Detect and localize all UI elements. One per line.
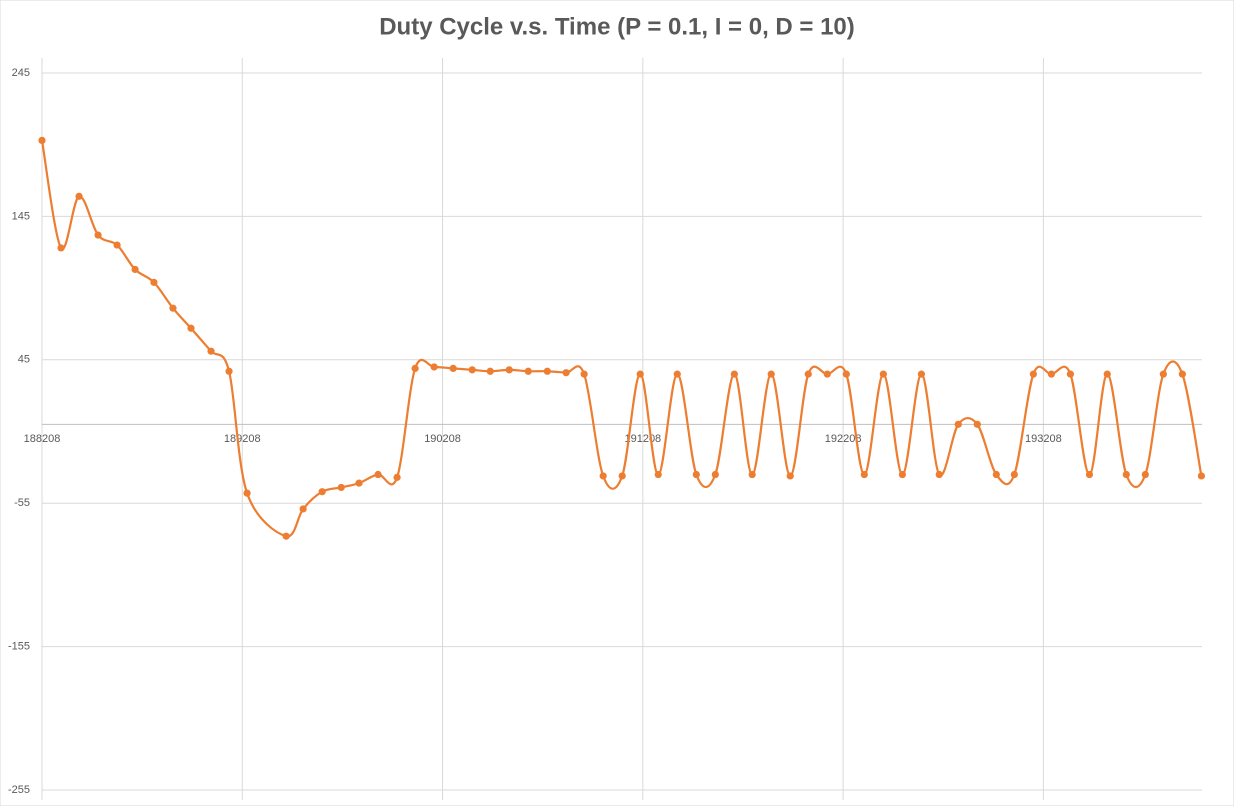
data-point <box>992 470 1000 479</box>
data-point <box>150 278 158 286</box>
data-point <box>823 370 831 378</box>
data-point <box>1047 370 1055 378</box>
x-tick-label: 192208 <box>825 433 862 445</box>
data-point <box>543 367 551 375</box>
data-point <box>468 366 476 374</box>
data-point <box>318 488 326 496</box>
data-point <box>430 363 438 371</box>
data-point <box>187 324 195 332</box>
data-point <box>711 470 719 479</box>
y-tick-label: 245 <box>12 67 30 79</box>
x-tick-label: 190208 <box>424 433 461 445</box>
data-point <box>299 505 307 513</box>
data-point <box>355 479 363 487</box>
y-tick-label: 145 <box>12 210 30 222</box>
data-point <box>1085 470 1094 479</box>
data-point <box>562 369 570 377</box>
y-tick-label: -255 <box>8 784 30 796</box>
series-line <box>40 140 1203 538</box>
data-point <box>1029 370 1037 378</box>
data-point <box>599 472 607 480</box>
data-point <box>1066 370 1075 378</box>
data-point <box>374 470 382 479</box>
data-point <box>131 265 139 274</box>
data-point <box>804 370 812 378</box>
data-point <box>954 420 962 428</box>
data-point <box>767 370 775 378</box>
data-point <box>243 489 251 497</box>
data-point <box>730 370 738 378</box>
data-point <box>393 473 401 481</box>
data-point <box>38 136 46 144</box>
data-point <box>973 420 981 428</box>
data-point <box>1122 470 1130 479</box>
data-point <box>1103 370 1111 378</box>
x-tick-label: 193208 <box>1025 433 1062 445</box>
data-point <box>1197 472 1205 480</box>
data-point <box>842 370 850 378</box>
data-point <box>748 470 756 479</box>
data-point <box>486 367 494 375</box>
data-point <box>524 367 532 375</box>
chart-title: Duty Cycle v.s. Time (P = 0.1, I = 0, D … <box>379 13 855 40</box>
data-point <box>505 366 513 374</box>
data-point <box>898 470 906 479</box>
data-point <box>337 483 345 492</box>
x-tick-label: 189208 <box>224 433 261 445</box>
y-tick-label: -55 <box>14 497 30 509</box>
x-tick-label: 188208 <box>24 433 61 445</box>
y-tick-label: 45 <box>18 354 30 366</box>
data-point <box>207 347 215 355</box>
data-point <box>654 470 662 479</box>
data-point <box>94 231 102 239</box>
data-point <box>1178 370 1186 378</box>
data-point <box>935 470 943 479</box>
y-tick-label: -155 <box>8 641 30 653</box>
data-point <box>692 470 700 479</box>
data-point <box>169 304 177 312</box>
data-point <box>860 470 868 479</box>
data-point <box>1010 470 1018 479</box>
data-point <box>75 192 83 200</box>
data-point <box>113 241 121 249</box>
data-point <box>282 532 290 540</box>
data-point <box>917 370 926 378</box>
data-point <box>786 472 794 480</box>
data-point <box>618 472 626 480</box>
data-point <box>879 370 887 378</box>
data-point <box>225 367 233 375</box>
data-point <box>636 370 644 378</box>
data-point <box>57 244 65 252</box>
data-point <box>411 364 419 373</box>
data-point <box>580 370 588 378</box>
data-point <box>449 364 457 373</box>
data-point <box>1159 370 1167 378</box>
data-point <box>673 370 681 378</box>
data-point <box>1141 470 1149 479</box>
